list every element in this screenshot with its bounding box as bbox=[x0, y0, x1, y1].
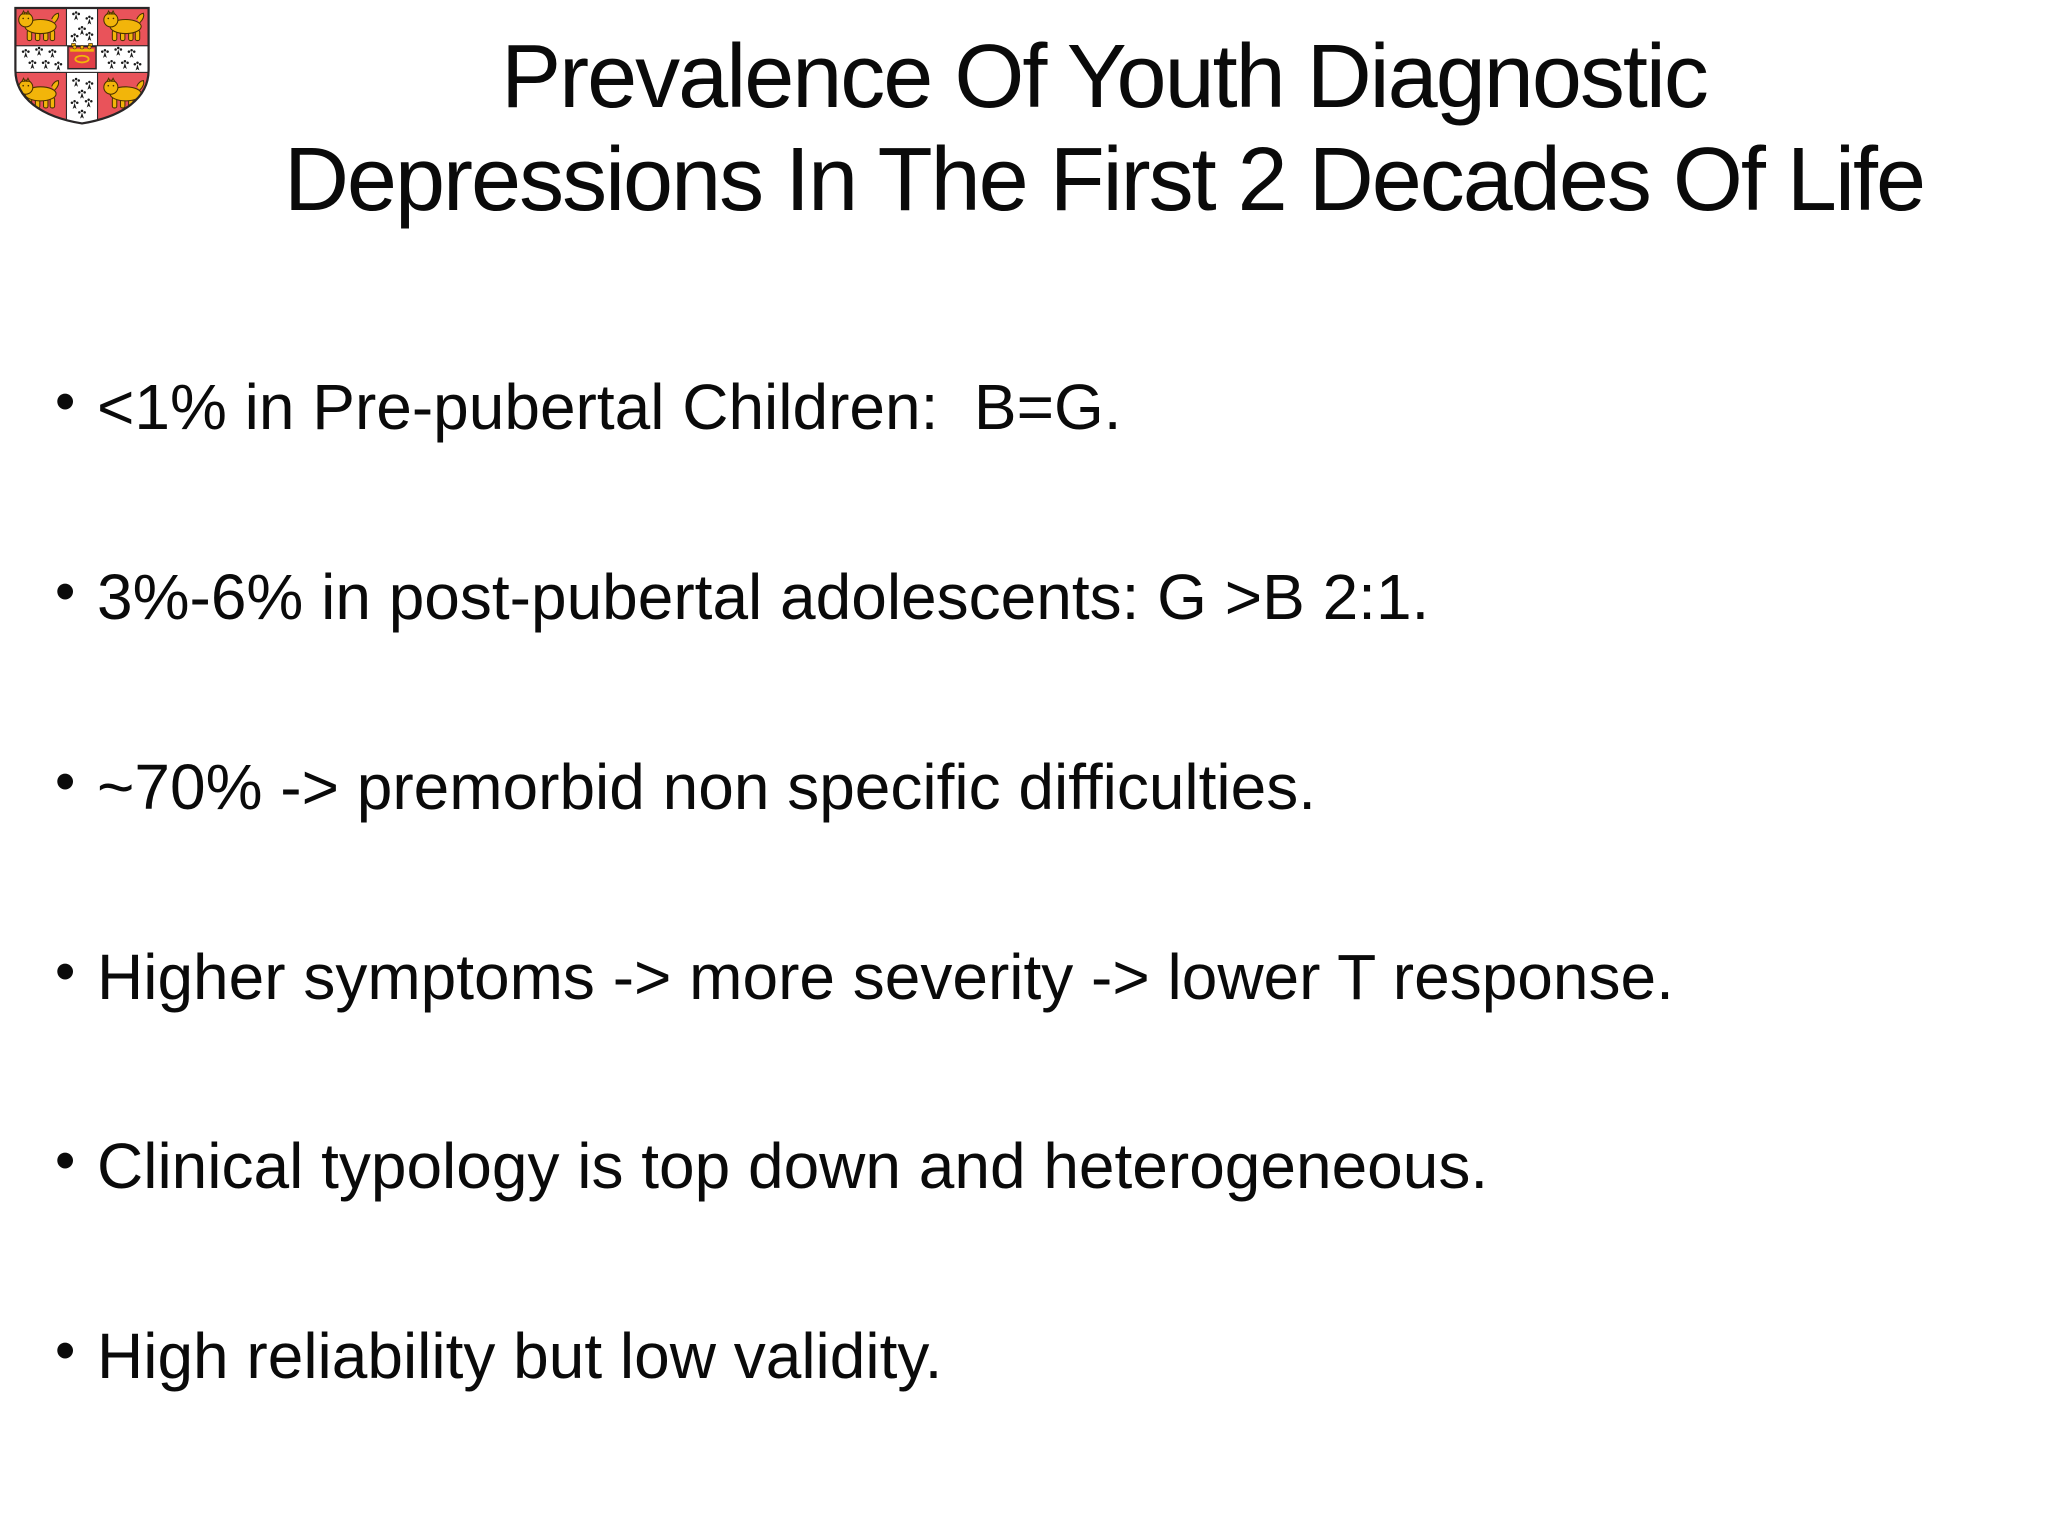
slide-title: Prevalence Of Youth Diagnostic Depressio… bbox=[0, 0, 2048, 231]
bullet-item-reliability-validity: High reliability but low validity. bbox=[55, 1316, 2048, 1395]
bullet-text: <1% in Pre-pubertal Children: B=G. bbox=[97, 371, 1122, 444]
bullet-item-prevalence-prepubertal: <1% in Pre-pubertal Children: B=G. bbox=[55, 367, 2048, 446]
cambridge-crest-icon bbox=[14, 6, 150, 125]
bullet-item-symptoms-severity-response: Higher symptoms -> more severity -> lowe… bbox=[55, 937, 2048, 1016]
cambridge-crest-logo bbox=[8, 2, 156, 128]
bullet-list: <1% in Pre-pubertal Children: B=G. 3%-6%… bbox=[0, 367, 2048, 1395]
bullet-text: ~70% -> premorbid non specific difficult… bbox=[97, 750, 1316, 823]
bullet-item-premorbid-difficulties: ~70% -> premorbid non specific difficult… bbox=[55, 747, 2048, 826]
bullet-text: Higher symptoms -> more severity -> lowe… bbox=[97, 940, 1674, 1013]
slide-title-line2: Depressions In The First 2 Decades Of Li… bbox=[283, 129, 1926, 230]
bullet-item-clinical-typology: Clinical typology is top down and hetero… bbox=[55, 1126, 2048, 1205]
bullet-text: 3%-6% in post-pubertal adolescents: G >B… bbox=[97, 560, 1430, 633]
slide-title-line1: Prevalence Of Youth Diagnostic bbox=[501, 27, 1709, 127]
bullet-text: High reliability but low validity. bbox=[97, 1320, 943, 1393]
bullet-item-prevalence-postpubertal: 3%-6% in post-pubertal adolescents: G >B… bbox=[55, 557, 2048, 636]
bullet-text: Clinical typology is top down and hetero… bbox=[97, 1130, 1489, 1203]
